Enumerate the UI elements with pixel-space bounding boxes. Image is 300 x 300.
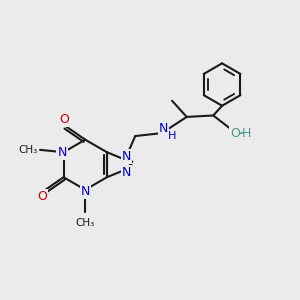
Text: O: O bbox=[230, 127, 240, 140]
Text: CH₃: CH₃ bbox=[76, 218, 95, 228]
Text: O: O bbox=[59, 113, 69, 127]
Text: N: N bbox=[158, 122, 168, 135]
Text: CH₃: CH₃ bbox=[18, 145, 38, 155]
Text: H: H bbox=[168, 131, 176, 141]
Text: N: N bbox=[122, 150, 131, 163]
Text: N: N bbox=[80, 185, 90, 198]
Text: H: H bbox=[242, 127, 251, 140]
Text: N: N bbox=[57, 146, 67, 159]
Text: O: O bbox=[37, 190, 47, 203]
Text: N: N bbox=[122, 166, 131, 179]
